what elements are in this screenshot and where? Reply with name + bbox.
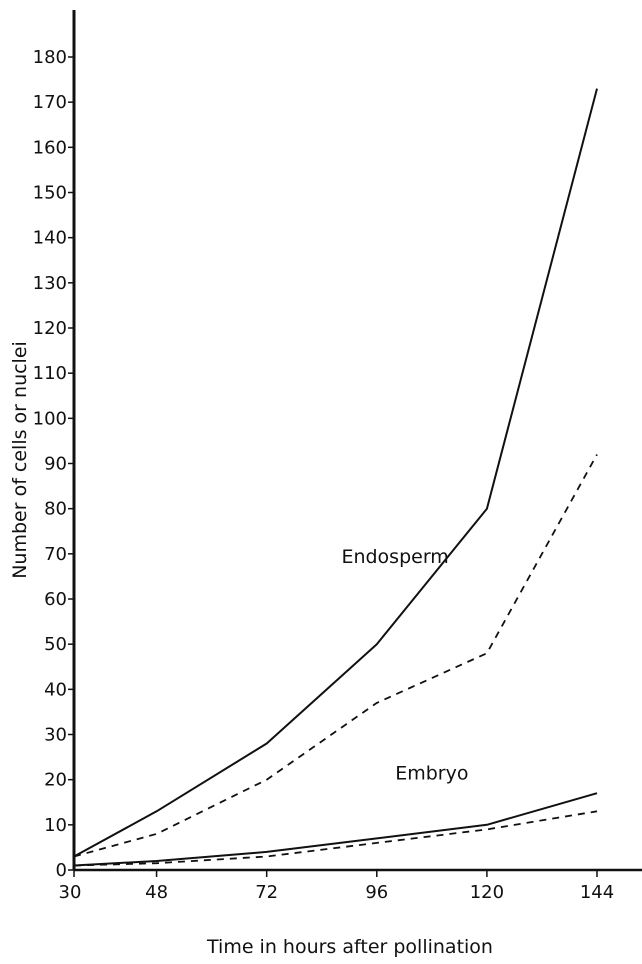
y-tick-label: 70 (44, 544, 67, 565)
y-tick-label: 130 (33, 273, 67, 294)
y-tick-label: 170 (33, 92, 67, 113)
y-tick-label: 180 (33, 47, 67, 68)
annotation-endosperm: Endosperm (341, 546, 448, 568)
y-tick-label: 160 (33, 137, 67, 158)
x-tick-label: 48 (145, 882, 168, 903)
y-tick-label: 140 (33, 228, 67, 249)
series-lines (73, 88, 598, 867)
y-tick-label: 80 (44, 499, 67, 520)
y-tick-label: 100 (33, 408, 67, 429)
series-line-embryo-dashed (73, 810, 598, 867)
y-ticks: 0 10 20 30 40 50 60 70 80 90 100 110 120 130 140 150 160… (33, 47, 74, 881)
y-tick-label: 90 (44, 454, 67, 475)
x-tick-label: 96 (365, 882, 388, 903)
y-tick-label: 20 (44, 770, 67, 791)
x-axis-title: Time in hours after pollination (206, 936, 493, 958)
x-tick-label: 144 (580, 882, 614, 903)
y-tick-label: 0 (56, 860, 67, 881)
x-ticks: 30 48 72 96 120 144 (59, 870, 614, 903)
axes (72, 10, 642, 872)
series-line-embryo-solid (73, 792, 598, 867)
x-tick-label: 72 (255, 882, 278, 903)
y-tick-label: 30 (44, 725, 67, 746)
series-line-endosperm-solid (73, 88, 598, 858)
y-tick-label: 60 (44, 589, 67, 610)
x-tick-label: 30 (59, 882, 82, 903)
y-tick-label: 150 (33, 183, 67, 204)
y-axis-title: Number of cells or nuclei (9, 341, 31, 579)
y-tick-label: 110 (33, 363, 67, 384)
annotation-embryo: Embryo (395, 763, 468, 785)
annotations: Endosperm Embryo (341, 546, 468, 785)
y-tick-label: 120 (33, 318, 67, 339)
y-tick-label: 10 (44, 815, 67, 836)
x-tick-label: 120 (470, 882, 504, 903)
series-line-endosperm-dashed (73, 454, 598, 858)
y-tick-label: 40 (44, 679, 67, 700)
y-tick-label: 50 (44, 634, 67, 655)
